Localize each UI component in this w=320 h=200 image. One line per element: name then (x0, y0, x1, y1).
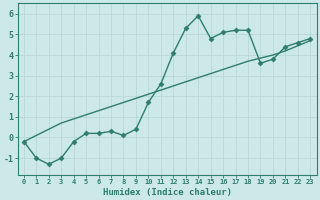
X-axis label: Humidex (Indice chaleur): Humidex (Indice chaleur) (103, 188, 232, 197)
